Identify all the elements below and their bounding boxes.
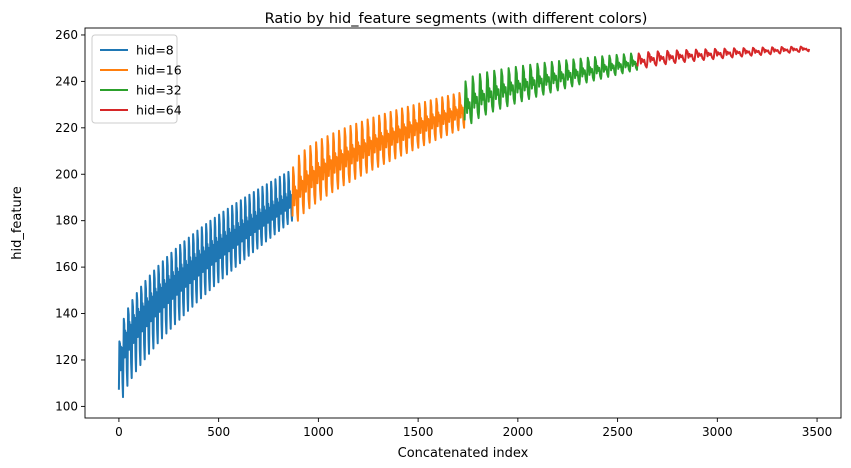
y-tick-label: 200 [55,167,78,181]
y-tick-label: 220 [55,121,78,135]
x-tick-label: 2500 [602,425,633,439]
series-line-hid-8 [117,170,294,399]
x-tick-label: 500 [207,425,230,439]
y-tick-label: 100 [55,399,78,413]
y-tick-label: 260 [55,28,78,42]
legend-box [91,34,178,124]
x-axis-label: Concatenated index [398,446,529,461]
legend-label: hid=32 [136,83,182,98]
y-tick-label: 160 [55,260,78,274]
y-tick-label: 180 [55,214,78,228]
chart-title: Ratio by hid_feature segments (with diff… [265,11,648,27]
plot-area [85,28,841,418]
legend-label: hid=64 [136,103,182,118]
y-tick-label: 140 [55,307,78,321]
y-axis: 100 120 140 160 180 200 220 240 260 [55,28,85,413]
series-lines [117,45,811,399]
legend-label: hid=8 [136,43,174,58]
x-tick-label: 3000 [702,425,733,439]
x-tick-label: 3500 [802,425,833,439]
y-tick-label: 120 [55,353,78,367]
plot-frame [84,27,842,419]
x-tick-label: 0 [115,425,123,439]
x-tick-label: 2000 [503,425,534,439]
x-axis: 0 500 1000 1500 2000 2500 3000 3500 [115,418,832,439]
x-tick-label: 1000 [303,425,334,439]
series-line-hid-16 [291,92,466,222]
y-tick-label: 240 [55,74,78,88]
legend-label: hid=16 [136,63,182,78]
legend: hid=8 hid=16 hid=32 hid=64 [91,34,182,124]
x-tick-label: 1500 [403,425,434,439]
series-line-hid-32 [463,52,639,125]
y-axis-label: hid_feature [10,186,25,260]
series-line-hid-64 [636,45,811,69]
